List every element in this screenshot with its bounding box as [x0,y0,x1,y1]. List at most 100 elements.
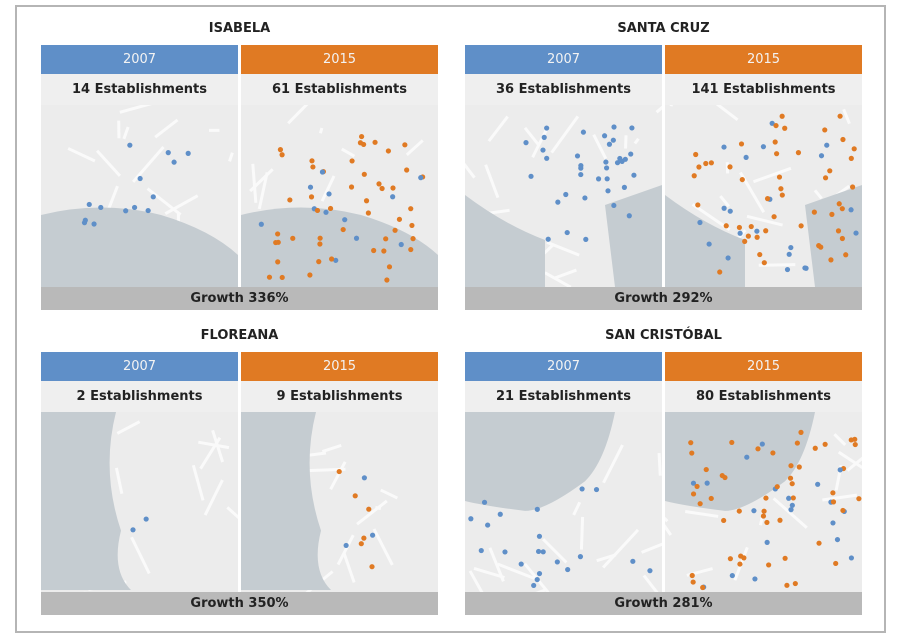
establishment-dot-2007 [528,173,534,179]
establishment-dot-2015 [790,495,796,501]
establishment-dot-2007 [647,568,653,574]
establishment-dot-2007 [343,542,349,548]
establishment-dot-2015 [369,564,375,570]
establishment-dot-2007 [545,236,551,242]
island-title: FLOREANA [200,328,279,343]
establishment-dot-2015 [363,198,370,204]
island-title: SANTA CRUZ [617,21,710,36]
establishment-dot-2007 [802,265,808,271]
establishment-dot-2007 [137,175,143,182]
street [356,499,388,526]
establishment-dot-2015 [383,236,389,242]
establishment-dot-2007 [605,188,611,194]
street [249,168,274,193]
establishment-dot-2015 [386,264,393,270]
street [122,126,130,140]
establishment-dot-2015 [739,176,745,183]
establishment-dot-2007 [606,141,613,147]
island-title: SAN CRISTÓBAL [605,328,722,343]
establishment-dot-2015 [760,513,767,519]
street [641,542,662,554]
street [473,567,505,579]
establishment-dot-2015 [390,185,396,191]
establishment-dot-2007 [540,549,546,555]
establishment-dot-2015 [336,469,342,475]
establishment-dot-2015 [359,133,365,140]
establishment-dot-2015 [738,141,745,147]
street [642,574,659,592]
establishment-dot-2015 [745,233,751,239]
establishment-dot-2007 [390,194,396,200]
establishment-dot-2015 [778,186,784,192]
establishment-dot-2007 [369,532,376,538]
establishment-dot-2007 [614,160,621,166]
establishment-dot-2007 [536,570,543,577]
establishment-dot-2015 [329,256,335,262]
establishment-dot-2015 [352,493,358,499]
establishment-dot-2007 [706,241,712,247]
establishment-dot-2015 [381,248,387,254]
establishment-dot-2015 [764,519,770,525]
establishment-dot-2015 [773,122,779,129]
establishment-dot-2015 [408,206,414,212]
street [655,105,662,114]
year-2007-header: 2007 [465,45,662,74]
establishment-dot-2015 [811,209,817,215]
establishment-dot-2007 [326,191,332,197]
establishment-dot-2007 [86,201,92,208]
establishment-dot-2015 [776,174,783,180]
establishment-dot-2015 [839,235,845,242]
establishment-dot-2015 [708,160,714,166]
establishment-dot-2007 [165,150,171,156]
panel-floreana: FLOREANA 2007 2015 2 Establishments 9 Esta… [41,316,438,615]
establishment-dot-2015 [748,223,754,230]
establishment-dot-2007 [578,165,584,171]
street [336,534,355,566]
map-canvas [465,105,662,287]
establishment-dot-2007 [582,195,588,201]
street [596,553,617,563]
establishment-dot-2015 [837,113,843,119]
establishment-dot-2007 [725,255,731,261]
establishment-dot-2007 [578,171,584,178]
street [318,127,324,134]
establishment-dot-2015 [764,196,771,202]
establishment-dot-2007 [258,221,264,227]
street [535,588,548,592]
street [684,510,719,518]
street [719,195,730,208]
establishment-dot-2007 [319,169,326,175]
establishment-dot-2015 [717,269,723,275]
street [633,137,640,145]
establishment-dot-2015 [830,490,836,496]
establishment-dot-2015 [358,541,364,547]
street [523,126,541,147]
map-canvas [241,412,399,592]
street [846,456,862,472]
establishment-dot-2015 [703,160,709,167]
street [550,115,580,154]
establishment-dot-2015 [690,579,696,585]
establishment-dot-2015 [839,206,845,212]
establishment-dot-2015 [310,164,316,170]
establishment-dot-2007 [721,144,727,150]
water-area [41,207,238,287]
year-2007-header: 2007 [465,352,662,381]
establishment-dot-2015 [340,226,346,233]
establishment-dot-2015 [772,139,778,145]
establishment-dot-2007 [610,137,616,143]
map-2015 [241,412,438,592]
establishment-dot-2007 [764,539,770,545]
street [114,467,124,494]
establishments-2015: 141 Establishments [665,74,862,105]
establishment-dot-2015 [792,580,798,587]
establishment-dot-2015 [287,197,293,203]
establishment-dot-2015 [396,216,403,222]
establishment-dot-2015 [761,508,767,514]
establishment-dot-2015 [784,582,790,588]
map-canvas [665,412,862,591]
year-2015-header: 2015 [241,352,438,381]
establishment-dot-2015 [812,445,818,451]
establishment-dot-2007 [502,549,508,555]
establishment-dot-2007 [544,155,550,161]
